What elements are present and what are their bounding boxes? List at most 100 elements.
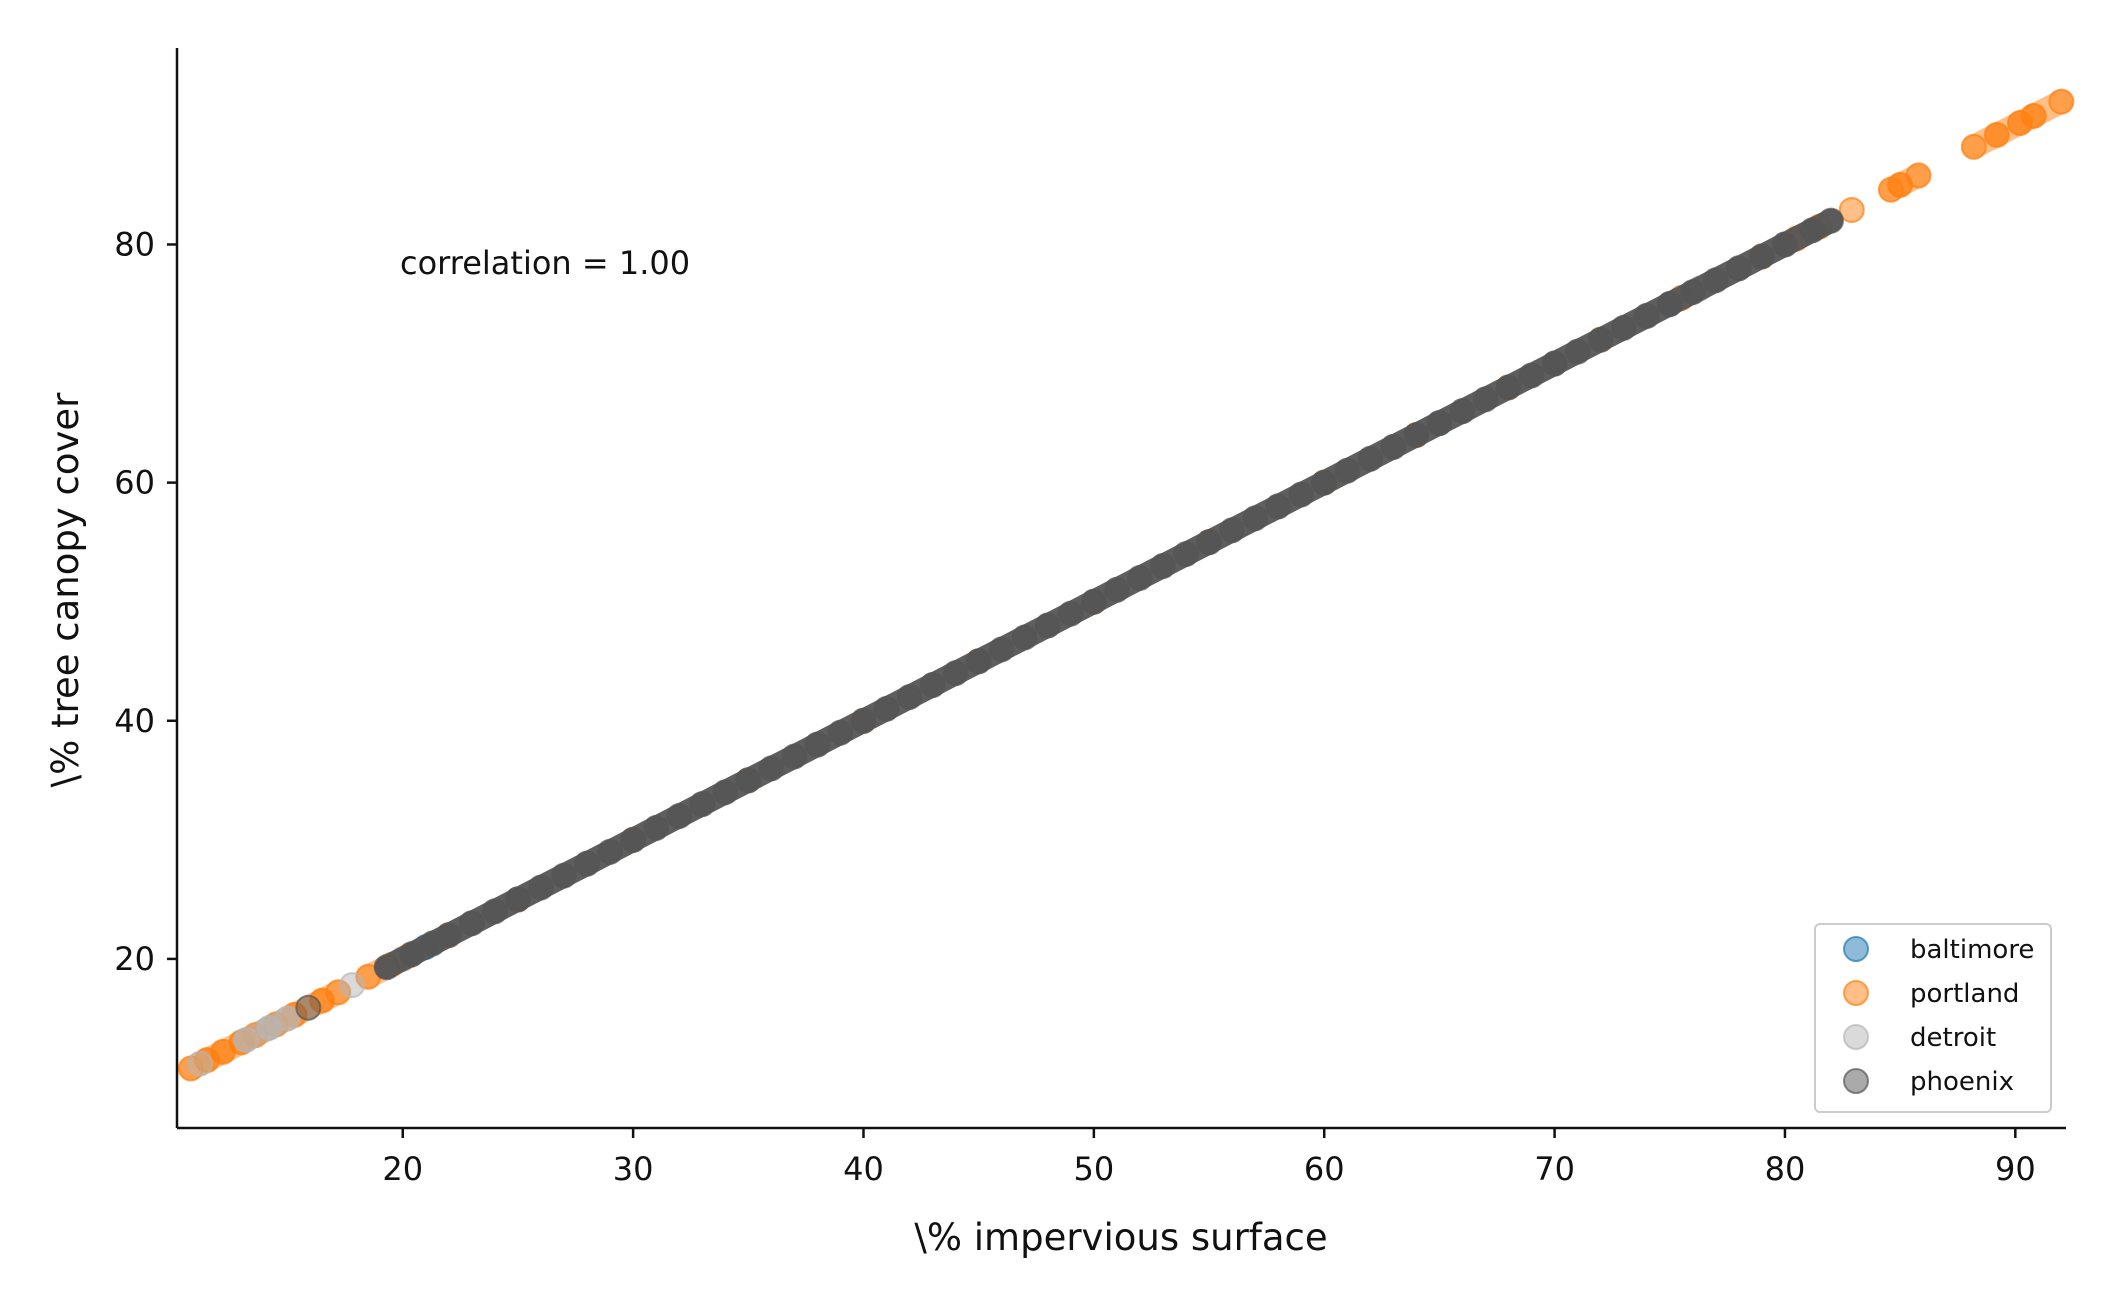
data-point [919,672,946,699]
data-point [804,731,831,758]
data-point [1403,421,1430,448]
y-tick-label: 40 [114,702,155,740]
data-point [896,683,923,710]
data-point [1173,541,1200,568]
data-point [574,850,601,877]
x-tick-label: 20 [382,1150,423,1188]
data-point [988,636,1015,663]
data-point [373,954,400,981]
data-point [1126,564,1153,591]
legend-frame [1814,923,2052,1113]
x-tick-label: 40 [843,1150,884,1188]
series-phoenix [295,207,1845,1021]
data-point [1838,196,1865,223]
legend-items: baltimore portland detroit phoenix [1843,935,2034,1097]
y-axis-title: \% tree canopy cover [44,392,87,787]
legend-item-phoenix: phoenix [1843,1067,2014,1097]
x-tick-label: 80 [1765,1150,1806,1188]
y-tick-label: 60 [114,464,155,502]
data-point [274,1005,301,1032]
data-point [1905,162,1932,189]
data-point [597,838,624,865]
x-ticks: 20 30 40 50 60 70 80 90 [382,1128,2036,1188]
data-point [1983,121,2010,148]
data-point [1518,362,1545,389]
data-point [1633,302,1660,329]
y-tick-label: 80 [114,225,155,263]
data-point [1219,517,1246,544]
data-point [1103,576,1130,603]
legend-marker [1843,936,1869,962]
correlation-annotation: correlation = 1.00 [400,244,690,282]
data-point [965,648,992,675]
data-point [1357,445,1384,472]
data-point [827,719,854,746]
data-point [1564,338,1591,365]
legend-item-baltimore: baltimore [1843,935,2034,965]
data-point [735,767,762,794]
data-point [1748,243,1775,270]
data-point [1149,552,1176,579]
data-point [1288,481,1315,508]
legend-item-portland: portland [1843,979,2019,1009]
data-point [1196,529,1223,556]
data-point [1034,612,1061,639]
x-tick-label: 60 [1304,1150,1345,1188]
data-point [666,803,693,830]
data-point [1818,207,1845,234]
data-point [1541,350,1568,377]
data-point [504,886,531,913]
data-point [1334,457,1361,484]
data-point [435,922,462,949]
data-point [1311,469,1338,496]
data-point [942,660,969,687]
data-point [1495,374,1522,401]
data-point [2048,88,2075,115]
data-point [398,941,425,968]
data-point [458,910,485,937]
data-point [1960,133,1987,160]
y-tick-label: 20 [114,940,155,978]
legend-item-detroit: detroit [1843,1023,1996,1053]
points-layer [177,88,2075,1082]
legend-marker [1843,980,1869,1006]
x-tick-label: 90 [1995,1150,2036,1188]
data-point [620,826,647,853]
data-point [1242,505,1269,532]
x-tick-label: 70 [1534,1150,1575,1188]
data-point [1426,410,1453,437]
x-tick-label: 50 [1073,1150,1114,1188]
data-point [781,743,808,770]
data-point [643,814,670,841]
data-point [551,862,578,889]
data-point [1679,279,1706,306]
x-axis-title: \% impervious surface [914,1216,1327,1259]
data-point [527,874,554,901]
data-point [339,972,366,999]
data-point [1057,600,1084,627]
data-point [295,994,322,1021]
x-tick-label: 30 [613,1150,654,1188]
data-point [1725,255,1752,282]
data-point [689,791,716,818]
data-point [873,695,900,722]
data-point [2020,102,2047,129]
legend-label: baltimore [1910,935,2034,965]
legend-label: detroit [1910,1023,1996,1053]
data-point [850,707,877,734]
data-point [1380,433,1407,460]
data-point [187,1050,214,1077]
legend: baltimore portland detroit phoenix [1814,923,2052,1113]
axes-layer [175,48,2066,1130]
data-point [1449,398,1476,425]
legend-marker [1843,1068,1869,1094]
data-point [1011,624,1038,651]
data-point [1656,291,1683,318]
data-point [1265,493,1292,520]
legend-label: phoenix [1910,1067,2014,1097]
data-point [1771,231,1798,258]
data-point [1587,326,1614,353]
y-ticks: 20 40 60 80 [114,225,177,978]
